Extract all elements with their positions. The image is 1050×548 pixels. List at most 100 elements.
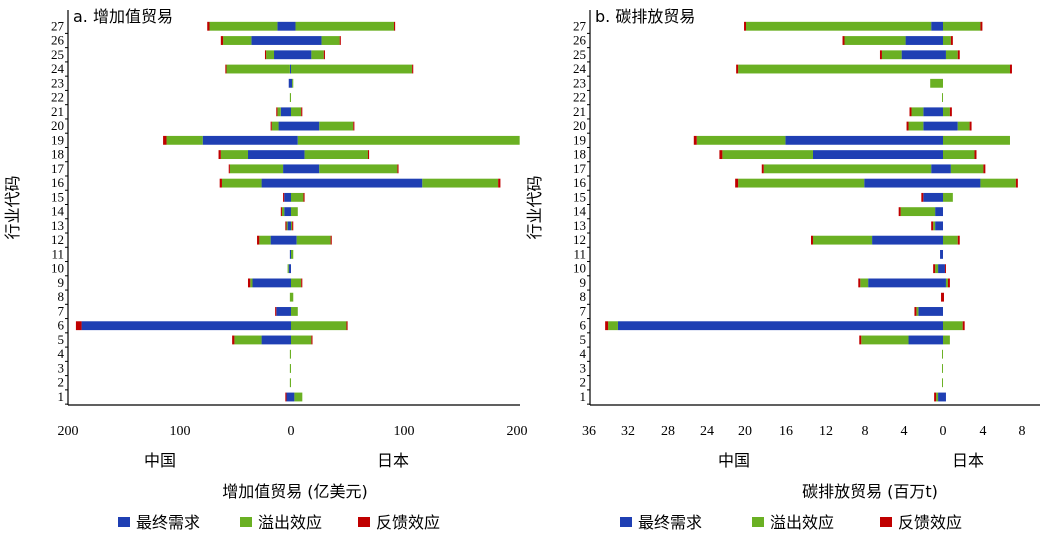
bar-segment	[220, 36, 224, 45]
bar-segment	[943, 321, 963, 331]
x-tick-label: 32	[621, 424, 635, 439]
y-tick-label: 25	[573, 47, 586, 62]
bar-segment	[945, 50, 958, 60]
y-tick-label: 21	[51, 104, 64, 119]
bar-segment	[220, 150, 248, 160]
bar-segment	[950, 36, 953, 45]
bar-segment	[943, 164, 951, 174]
legend-swatch	[620, 517, 632, 527]
bar-segment	[879, 50, 882, 60]
y-tick-label: 9	[58, 275, 65, 290]
y-tick-label: 12	[573, 232, 586, 247]
bar-segment	[291, 135, 298, 145]
bar-segment	[294, 392, 303, 402]
legend-label: 最终需求	[638, 513, 702, 532]
bar-segment	[163, 135, 167, 145]
bar-segment	[277, 107, 281, 117]
x-tick-label: 28	[661, 424, 675, 439]
y-tick-label: 1	[580, 389, 587, 404]
bar-segment	[207, 21, 210, 31]
bar-segment	[923, 121, 943, 131]
bar-segment	[277, 21, 291, 31]
y-tick-label: 26	[573, 33, 587, 48]
bar-segment	[339, 36, 341, 45]
y-tick-label: 18	[51, 147, 64, 162]
y-tick-label: 23	[51, 75, 64, 90]
bar-segment	[270, 235, 291, 245]
bar-segment	[738, 178, 865, 188]
bar-segment	[289, 64, 291, 74]
bar-segment	[761, 164, 764, 174]
bar-segment	[285, 392, 287, 402]
bar-segment	[291, 249, 294, 259]
y-tick-label: 11	[573, 246, 586, 261]
legend-label: 最终需求	[136, 513, 200, 532]
bar-segment	[291, 178, 423, 188]
bar-segment	[225, 64, 227, 74]
bar-segment	[287, 264, 289, 274]
bar-segment	[935, 264, 939, 274]
bar-segment	[950, 164, 984, 174]
legend-label: 溢出效应	[770, 513, 834, 532]
bar-segment	[275, 307, 277, 316]
bar-segment	[278, 121, 291, 131]
legend-swatch	[358, 517, 370, 527]
bar-segment	[261, 335, 291, 345]
y-tick-label: 19	[573, 132, 586, 147]
x-axis-label: 碳排放贸易 (百万t)	[802, 482, 938, 501]
bar-segment	[291, 192, 304, 202]
bar-segment	[247, 278, 251, 288]
bar-segment	[905, 36, 943, 45]
bar-segment	[898, 207, 901, 217]
x-tick-label: 8	[862, 424, 869, 439]
bar-segment	[286, 221, 288, 231]
bar-segment	[842, 36, 845, 45]
x-tick-label: 20	[738, 424, 752, 439]
bar-segment	[957, 235, 960, 245]
bar-segment	[943, 335, 950, 345]
bar-segment	[868, 278, 943, 288]
y-tick-label: 15	[51, 189, 64, 204]
bar-segment	[291, 278, 302, 288]
bar-segment	[274, 50, 291, 60]
bar-segment	[931, 221, 934, 231]
bar-segment	[983, 164, 986, 174]
bar-segment	[943, 392, 946, 402]
bar-segment	[744, 21, 746, 31]
x-tick-label: 200	[58, 424, 79, 439]
bar-segment	[605, 321, 609, 331]
bar-segment	[301, 278, 303, 288]
bar-segment	[286, 392, 291, 402]
y-tick-label: 5	[580, 332, 587, 347]
bar-segment	[289, 292, 291, 302]
bar-segment	[271, 121, 279, 131]
y-tick-label: 3	[580, 360, 587, 375]
bar-segment	[250, 278, 253, 288]
bar-segment	[943, 107, 950, 117]
x-tick-label: 16	[779, 424, 793, 439]
y-tick-label: 14	[51, 204, 65, 219]
bar-segment	[943, 292, 944, 302]
bar-segment	[311, 50, 324, 60]
bar-segment	[901, 50, 943, 60]
bar-segment	[980, 178, 1016, 188]
bar-segment	[980, 21, 983, 31]
chart-title: a. 增加值贸易	[73, 7, 173, 26]
y-tick-label: 24	[51, 61, 65, 76]
bar-segment	[291, 150, 305, 160]
bar-segment	[301, 107, 303, 117]
bar-segment	[943, 64, 1010, 74]
y-tick-label: 14	[573, 204, 587, 219]
bar-segment	[914, 307, 917, 316]
bar-segment	[234, 335, 262, 345]
bar-segment	[911, 107, 924, 117]
bar-segment	[266, 50, 275, 60]
legend-swatch	[240, 517, 252, 527]
bar-segment	[861, 335, 909, 345]
bar-segment	[291, 64, 413, 74]
bar-segment	[303, 192, 305, 202]
x-tick-label: 24	[700, 424, 714, 439]
bar-segment	[872, 235, 943, 245]
bar-segment	[934, 392, 937, 402]
bar-segment	[323, 50, 325, 60]
